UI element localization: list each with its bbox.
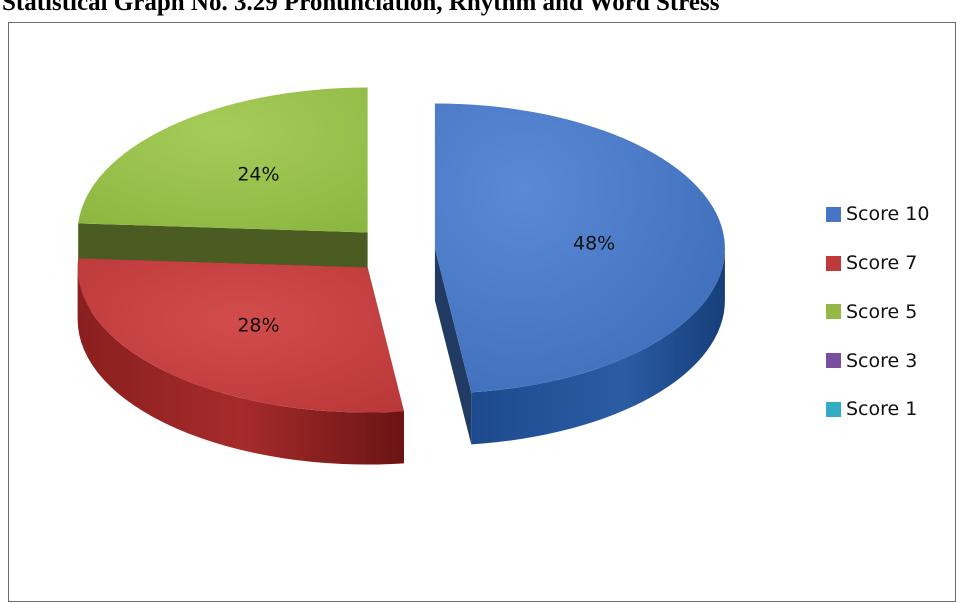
- legend-label-score-3: Score 3: [846, 349, 918, 372]
- pie-slice-score-7-rim: [77, 267, 404, 465]
- legend-label-score-7: Score 7: [846, 252, 918, 275]
- pie-slice-score-5: 24%: [78, 87, 368, 285]
- legend-item-score-7: Score 7: [826, 239, 929, 288]
- chart-title: Statistical Graph No. 3.29 Pronunciation…: [2, 0, 720, 16]
- pie-slice-score-7-top: [77, 258, 404, 413]
- legend-swatch-score-5: [826, 304, 841, 320]
- legend-label-score-1: Score 1: [846, 398, 918, 421]
- legend-item-score-10: Score 10: [826, 190, 929, 239]
- legend-swatch-score-10: [826, 206, 841, 222]
- legend-label-score-10: Score 10: [846, 203, 930, 226]
- data-label-score-5: 24%: [237, 163, 279, 185]
- pie-chart: 24% 48% 28%: [77, 87, 725, 465]
- pie-slice-score-7: 28%: [77, 258, 404, 465]
- pie-slice-score-5-top: [78, 87, 368, 233]
- legend-label-score-5: Score 5: [846, 300, 918, 323]
- data-label-score-10: 48%: [573, 232, 615, 254]
- pie-slice-score-10-rim: [471, 248, 725, 445]
- data-label-score-7: 28%: [237, 315, 279, 337]
- pie-slice-score-10-edge-1: [434, 248, 472, 445]
- legend-swatch-score-1: [826, 401, 841, 417]
- pie-slice-score-10: 48%: [434, 103, 725, 445]
- chart-legend: Score 10 Score 7 Score 5 Score 3 Score 1: [826, 190, 929, 434]
- legend-item-score-1: Score 1: [826, 385, 929, 434]
- legend-item-score-3: Score 3: [826, 336, 929, 385]
- legend-swatch-score-7: [826, 255, 841, 271]
- pie-slice-score-10-top: [434, 103, 725, 393]
- legend-swatch-score-3: [826, 353, 841, 369]
- legend-item-score-5: Score 5: [826, 288, 929, 337]
